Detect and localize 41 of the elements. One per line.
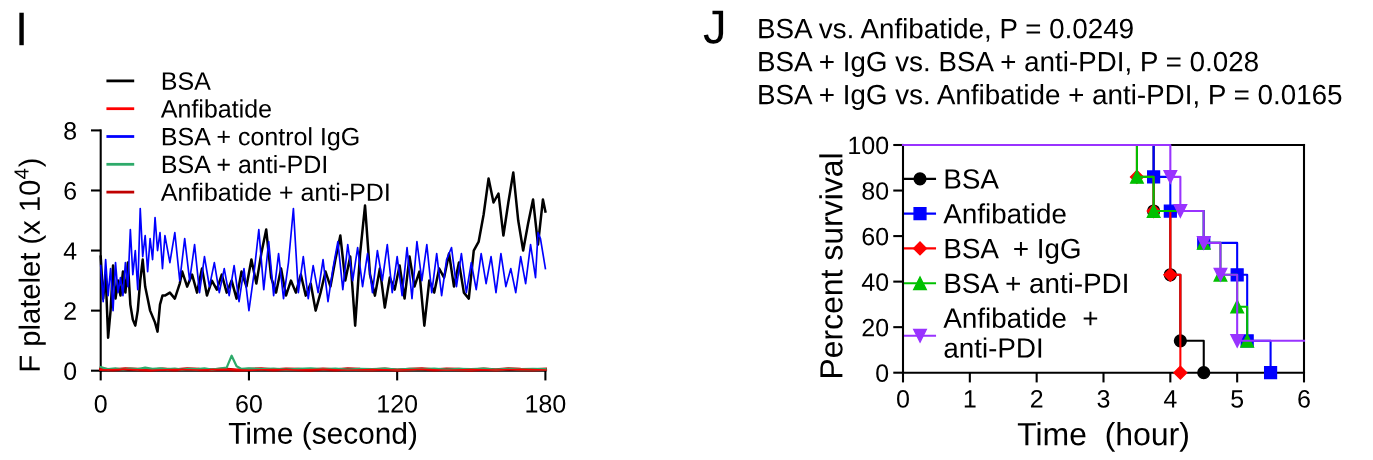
chart-title: I (19, 12, 24, 46)
y-tick-label: 0 (876, 364, 889, 382)
y-axis-title: F platelet (x 10$^{4}$) (14, 159, 46, 371)
legend-label: Anfibatide + anti-PDI (943, 307, 1098, 358)
legend-label: BSA + anti-PDI (162, 154, 326, 174)
legend-label: BSA (162, 72, 211, 90)
x-tick-label: 5 (1231, 390, 1244, 408)
x-tick-label: 0 (94, 394, 107, 413)
chart-title: J (703, 10, 724, 44)
x-axis-title: Time (second) (228, 422, 417, 450)
y-tick-label: 40 (861, 273, 889, 291)
x-tick-label: 3 (1097, 390, 1110, 408)
y-tick-label: 20 (862, 318, 889, 337)
y-tick-label: 6 (64, 182, 76, 200)
text: BSA vs. Anfibatide, P = 0.0249 (759, 18, 1133, 42)
text: BSA + IgG vs. Anfibatide + anti-PDI, P = 0.0165 (759, 84, 1342, 110)
legend-label: BSA + anti-PDI (945, 272, 1127, 294)
y-tick-label: 4 (63, 242, 77, 260)
y-tick-label: 100 (849, 136, 889, 155)
x-tick-label: 0 (897, 390, 909, 408)
legend-label: BSA (945, 169, 999, 189)
y-axis-title: Percent survival (819, 154, 843, 377)
legend-label: Anfibatide (943, 203, 1066, 224)
x-tick-label: 6 (1298, 390, 1310, 408)
text: BSA + IgG vs. BSA + anti-PDI, P = 0.028 (759, 51, 1258, 77)
legend-label: Anfibatide (160, 99, 271, 118)
x-tick-label: 60 (236, 394, 262, 413)
y-tick-label: 80 (862, 182, 889, 200)
y-tick-label: 0 (64, 362, 77, 380)
x-tick-label: 4 (1163, 390, 1177, 408)
x-axis-title: Time (hour) (1017, 422, 1188, 452)
legend-label: BSA + control IgG (162, 127, 359, 151)
legend-label: BSA + IgG (945, 238, 1080, 264)
y-tick-label: 8 (64, 122, 76, 140)
x-tick-label: 1 (964, 390, 976, 408)
x-tick-label: 2 (1030, 390, 1043, 408)
y-tick-label: 2 (64, 302, 76, 320)
x-tick-label: 180 (526, 394, 566, 413)
x-tick-label: 120 (378, 394, 418, 413)
y-tick-label: 60 (862, 227, 889, 246)
legend-label: Anfibatide + anti-PDI (160, 182, 389, 202)
